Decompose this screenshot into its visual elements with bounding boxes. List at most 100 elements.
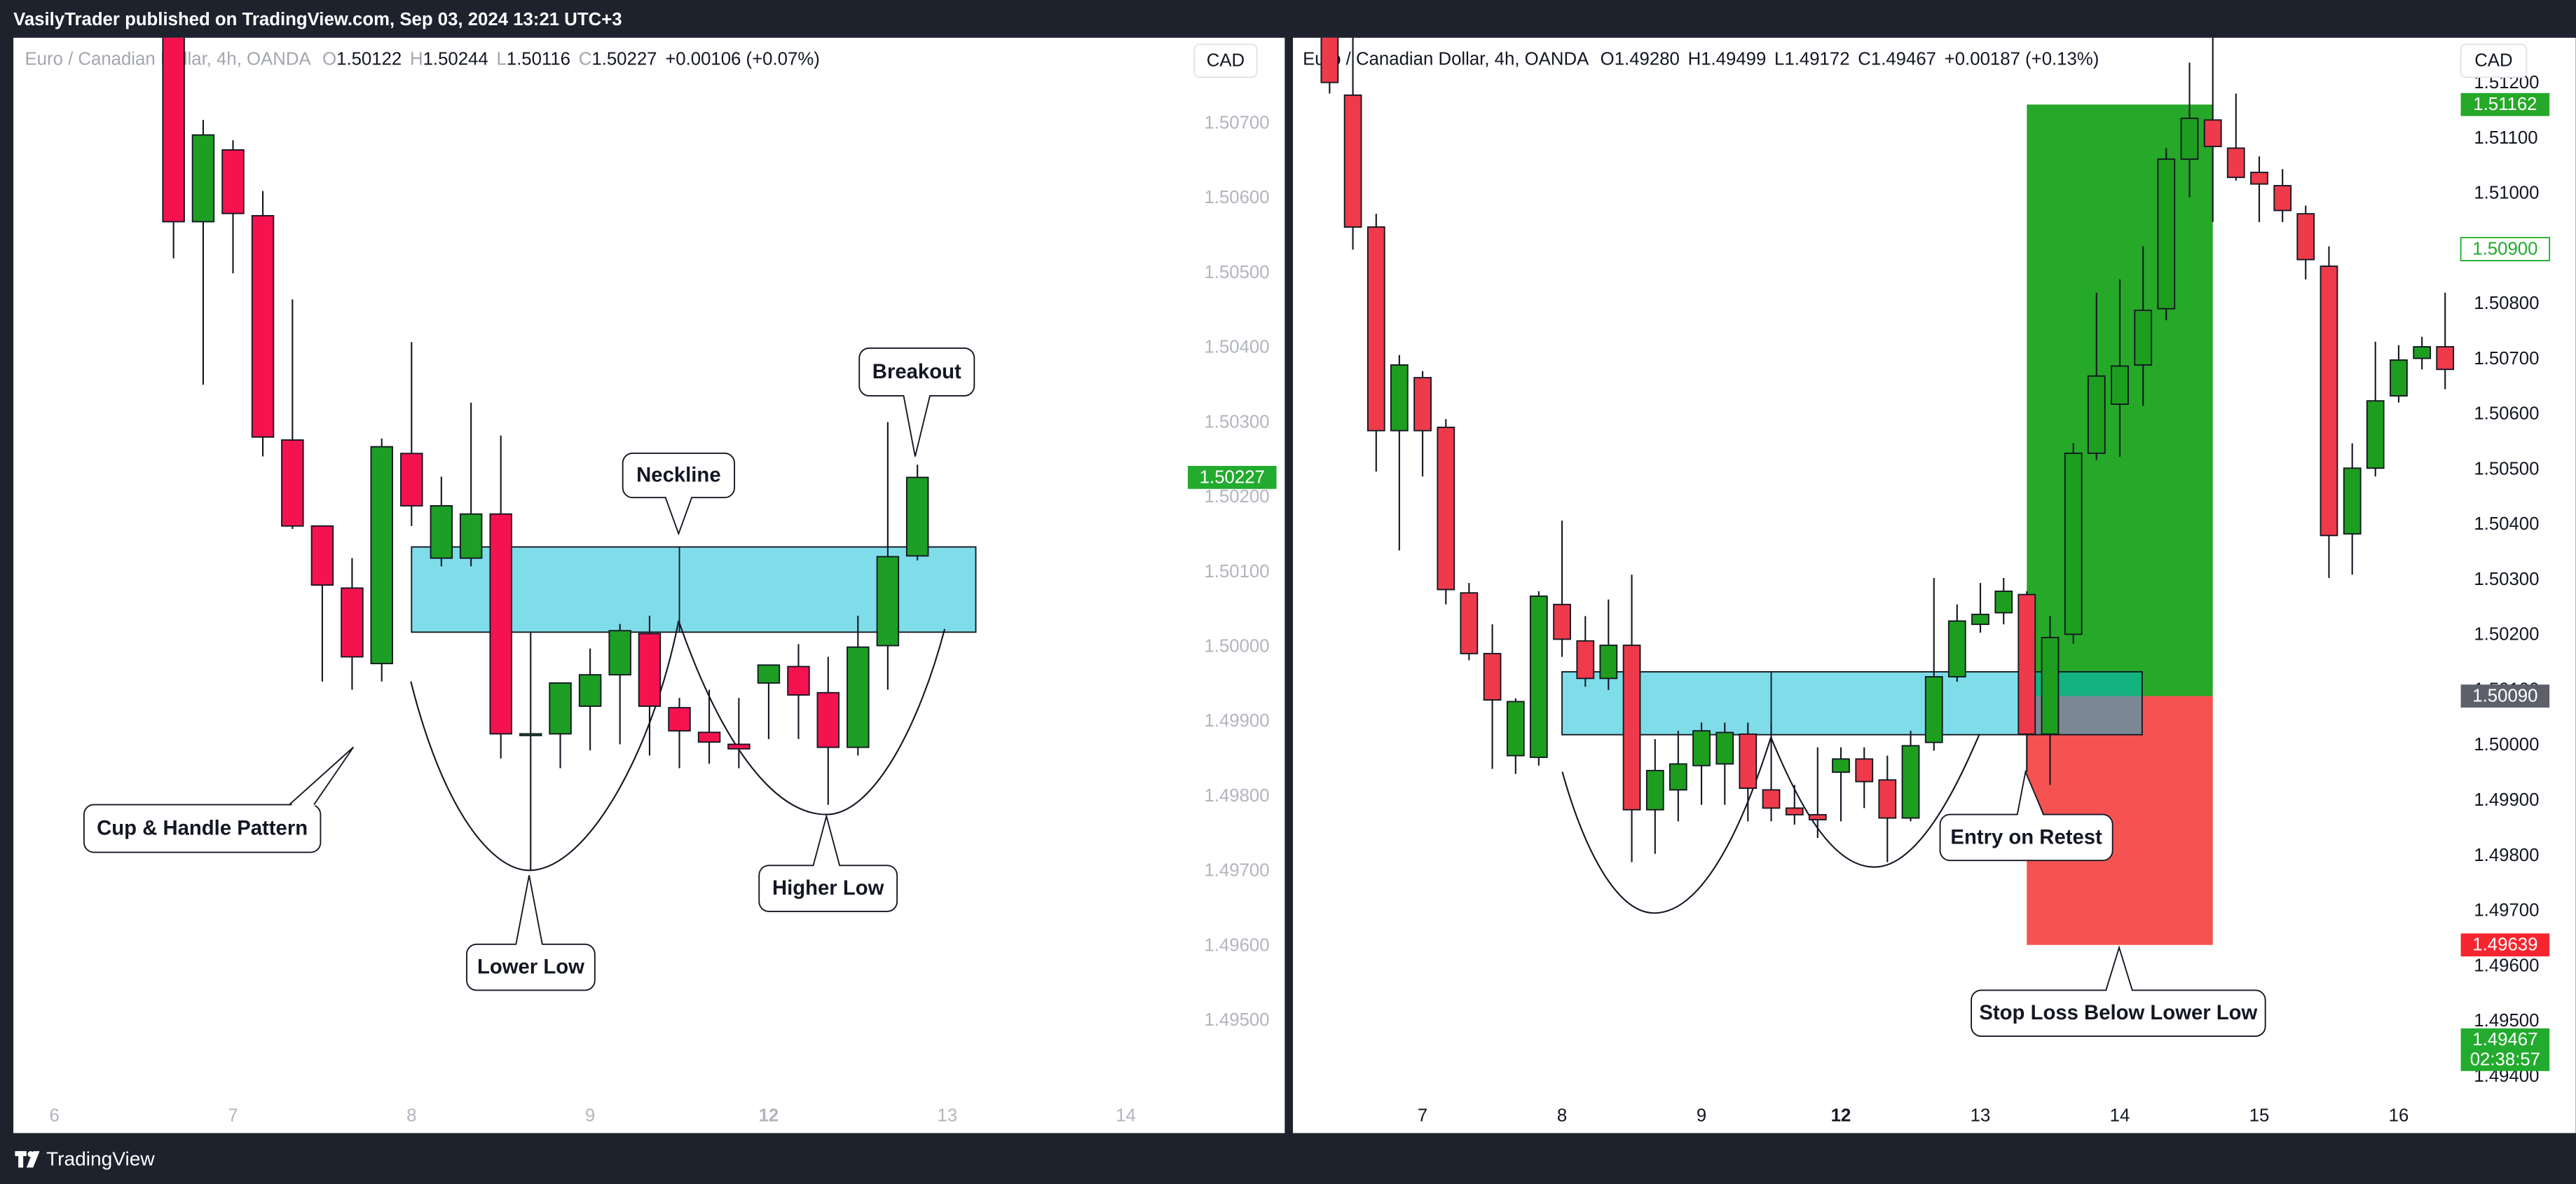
candle-body (2366, 400, 2385, 469)
price-tag (2460, 933, 2550, 957)
currency-box (2460, 43, 2528, 78)
candle-body (489, 513, 512, 735)
candle-body (1437, 427, 1455, 591)
callout-label: Lower Low (477, 956, 584, 979)
y-tick-label: 1.49700 (1204, 861, 1269, 881)
callout-label: Higher Low (772, 876, 884, 900)
plot-area: Euro / Canadian Dollar, 4h, OANDA O1.5012… (25, 37, 1277, 1126)
price-tag (1188, 466, 1277, 489)
candle-body (1808, 813, 1827, 820)
candle-body (2413, 346, 2432, 359)
candle-body (2250, 172, 2268, 185)
candle-body (905, 476, 929, 557)
legend-ohlc-key: L (496, 49, 506, 69)
y-tick-label: 1.50500 (2474, 459, 2539, 479)
y-tick-label: 1.50800 (2474, 294, 2539, 313)
publish-info: VasilyTrader published on TradingView.co… (13, 10, 622, 29)
y-tick-label: 1.49500 (2474, 1011, 2539, 1031)
price-tag (2460, 92, 2550, 116)
legend-symbol: Euro / Canadian Dollar, 4h, OANDA (1303, 49, 1589, 69)
callout-label: Breakout (872, 360, 961, 383)
candle-body (1785, 807, 1804, 815)
y-tick-label: 1.50000 (2474, 735, 2539, 755)
legend-change: +0.00187 (+0.13%) (1945, 49, 2099, 69)
candle-body (2017, 593, 2036, 735)
candle-body (221, 149, 245, 214)
price-tag (2460, 1028, 2550, 1071)
candle-body (2226, 147, 2245, 179)
logo-part (18, 1151, 24, 1168)
legend-ohlc-value: 1.49467 (1871, 49, 1936, 69)
x-tick-label: 16 (2389, 1106, 2409, 1126)
callout-pointer-fill (2106, 947, 2132, 993)
candle-body (1413, 377, 1432, 432)
y-tick-label: 1.51100 (2474, 128, 2537, 148)
candle-body (1715, 731, 1734, 765)
callout-label: Neckline (636, 463, 720, 486)
x-tick-label: 15 (2249, 1106, 2270, 1126)
candle-body (1553, 603, 1571, 640)
logo-part (26, 1151, 40, 1168)
callout-label: Stop Loss Below Lower Low (1979, 1001, 2257, 1024)
candle-body (1692, 730, 1711, 766)
legend-ohlc-value: 1.49172 (1784, 49, 1849, 69)
candle-body (1390, 364, 1409, 432)
candle-body (1529, 596, 1548, 758)
x-tick-label: 12 (759, 1106, 779, 1126)
candle-body (816, 691, 840, 748)
candle-body (1645, 769, 1664, 811)
price-tag-label: 1.49467 (2472, 1030, 2537, 1049)
legend-change: +0.00106 (+0.07%) (665, 49, 820, 69)
legend-ohlc-value: 1.50244 (423, 49, 488, 69)
candle-body (310, 525, 334, 586)
candle-body (757, 664, 781, 684)
currency-box (1193, 43, 1258, 78)
y-tick-label: 1.50700 (2474, 349, 2539, 369)
callout-pointer (2016, 769, 2045, 815)
countdown-label: 02:38:57 (2470, 1049, 2540, 1069)
callout-pointer (2105, 945, 2133, 991)
x-tick-label: 14 (1116, 1106, 1136, 1126)
candle-body (608, 630, 631, 676)
cup-curve (410, 620, 680, 872)
candle-body (697, 731, 721, 743)
candle-body (1506, 701, 1525, 757)
candle-body (1947, 620, 1966, 677)
candle-body (2111, 365, 2129, 405)
price-tag-label: 1.50227 (1200, 467, 1265, 487)
legend-ohlc-key: H (1688, 49, 1701, 69)
y-tick-label: 1.50100 (1204, 562, 1269, 581)
x-tick-label: 8 (1557, 1106, 1567, 1126)
candle-body (1971, 614, 1989, 626)
price-tag (2460, 684, 2550, 708)
candle-body (2157, 158, 2176, 310)
y-tick-label: 1.49800 (2474, 846, 2539, 865)
candle-body (341, 587, 364, 658)
price-tag (2460, 237, 2551, 261)
candle-body (2343, 467, 2362, 535)
x-tick-label: 9 (1697, 1106, 1706, 1126)
candle-body (2320, 266, 2338, 537)
candle-body (2087, 375, 2106, 454)
legend-ohlc-value: 1.50122 (336, 49, 402, 69)
legend: Euro / Canadian Dollar, 4h, OANDA O1.5012… (25, 49, 819, 69)
price-tag-label: 1.49639 (2472, 935, 2537, 955)
y-tick-label: 1.50700 (1204, 113, 1269, 132)
legend: Euro / Canadian Dollar, 4h, OANDA O1.4928… (1303, 49, 2099, 69)
legend-ohlc-key: H (410, 49, 423, 69)
candle-body (847, 646, 870, 748)
candle-body (638, 633, 662, 707)
legend-ohlc-value: 1.50227 (591, 49, 657, 69)
candle-body (1924, 676, 1943, 743)
y-tick-label: 1.50400 (1204, 338, 1269, 357)
y-tick-label: 1.49600 (1204, 935, 1269, 955)
candle-body (191, 134, 215, 223)
candle-body (251, 214, 275, 438)
candle-body (2134, 310, 2153, 366)
candle-body (1762, 789, 1781, 809)
candle-body (2273, 185, 2292, 212)
y-tick-label: 1.50300 (2474, 570, 2539, 589)
x-tick-label: 12 (1831, 1106, 1851, 1126)
